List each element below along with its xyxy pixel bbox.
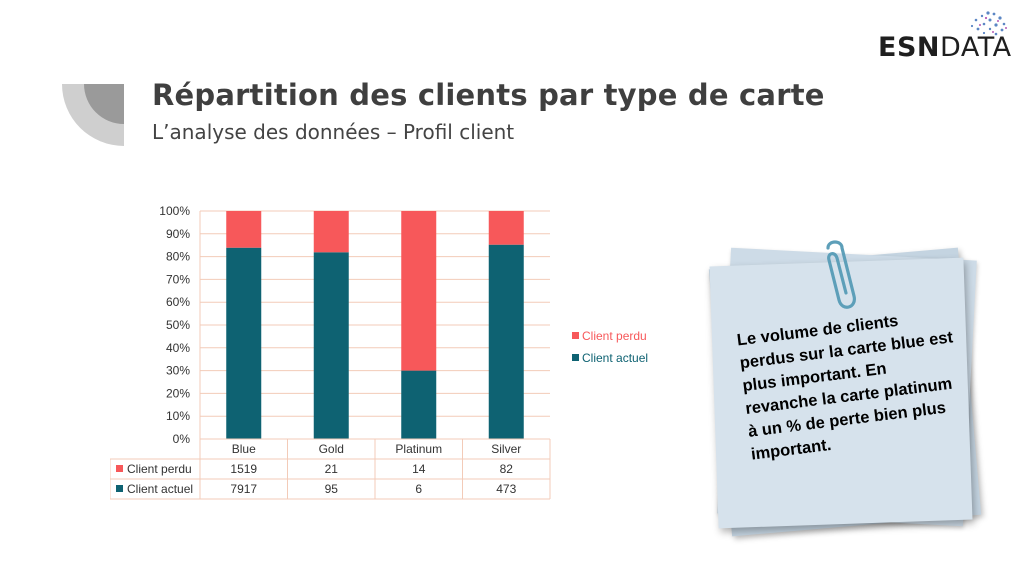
table-cell-value: 1519 [230,462,257,476]
y-tick-label: 80% [166,250,190,264]
x-tick-label: Platinum [395,442,442,456]
bar-blue-client-actuel [226,247,262,439]
table-legend-key [116,465,123,472]
title-decoration [62,84,124,146]
stacked-percent-bar-chart: 0% 10% 20% 30% 40% 50% 60% 70% 80% 90% 100% Blue Go… [110,204,648,500]
table-cell-value: 473 [496,482,516,496]
logo-text-bold: ESN [878,32,940,63]
table-cell-value: 7917 [230,482,257,496]
x-tick-label: Gold [319,442,344,456]
y-tick-label: 0% [173,432,191,446]
y-tick-label: 30% [166,364,190,378]
table-row-label: Client actuel [127,482,193,496]
table-row-label: Client perdu [127,462,192,476]
bar-gold-client-perdu [313,211,349,253]
y-tick-label: 60% [166,295,190,309]
esndata-logo: ESNDATA [878,10,1011,68]
bar-silver-client-actuel [488,244,524,439]
table-cell-value: 95 [325,482,339,496]
y-tick-label: 20% [166,386,190,400]
bar-platinum-client-perdu [401,211,437,371]
table-cell-value: 82 [500,462,514,476]
y-tick-label: 90% [166,227,190,241]
y-tick-label: 70% [166,272,190,286]
x-tick-label: Silver [491,442,521,456]
x-tick-label: Blue [232,442,256,456]
bar-gold-client-actuel [313,252,349,439]
y-tick-label: 40% [166,341,190,355]
paperclip-icon [826,240,856,309]
legend-label: Client perdu [582,329,647,343]
page-title: Répartition des clients par type de cart… [152,78,825,112]
table-cell-value: 14 [412,462,426,476]
y-tick-label: 50% [166,318,190,332]
table-cell-value: 21 [325,462,339,476]
logo-text-light: DATA [940,32,1012,63]
bar-silver-client-perdu [488,211,524,245]
bar-platinum-client-actuel [401,370,437,439]
page-subtitle: L’analyse des données – Profil client [152,120,515,144]
legend-key [572,332,579,339]
logo-network-icon [970,11,1007,36]
table-legend-key [116,485,123,492]
legend-key [572,354,579,361]
y-tick-label: 10% [166,409,190,423]
legend-label: Client actuel [582,351,648,365]
table-cell-value: 6 [415,482,422,496]
sticky-note: Le volume de clients perdus sur la carte… [708,240,982,537]
y-tick-label: 100% [159,204,190,218]
bar-blue-client-perdu [226,211,262,248]
